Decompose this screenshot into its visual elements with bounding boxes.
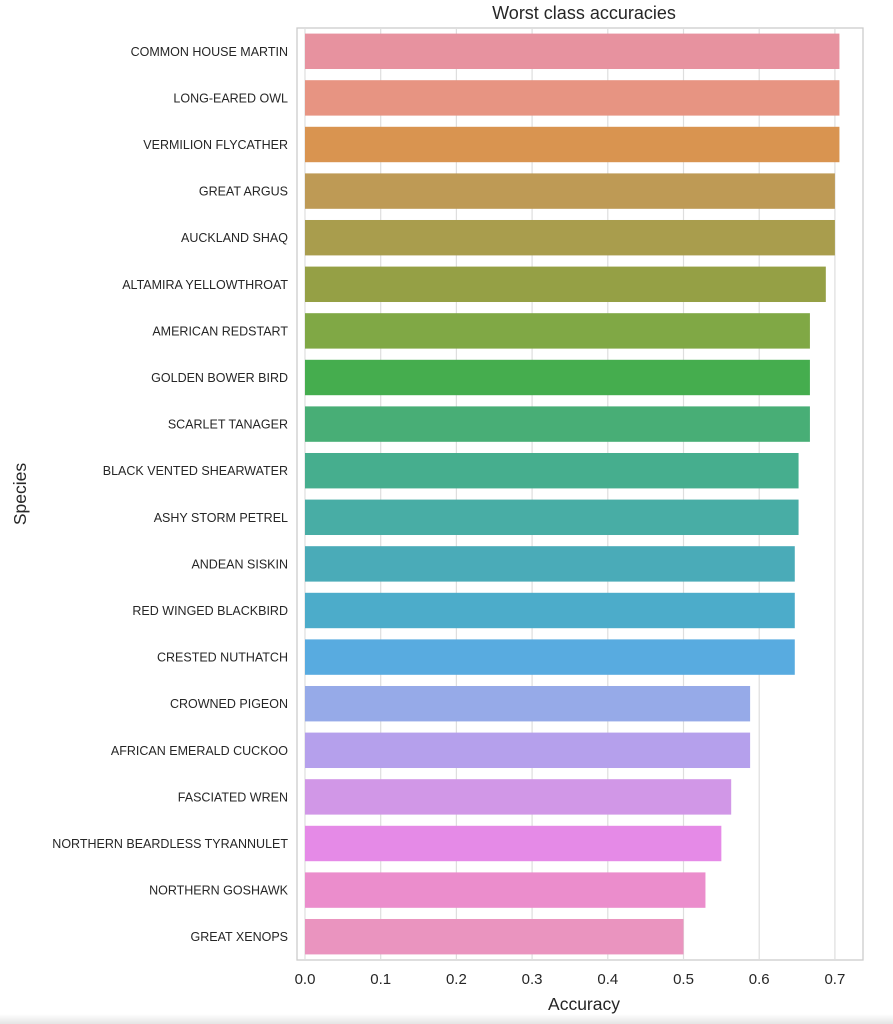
- category-label: COMMON HOUSE MARTIN: [131, 45, 288, 59]
- category-label: RED WINGED BLACKBIRD: [132, 604, 288, 618]
- category-label: BLACK VENTED SHEARWATER: [103, 464, 288, 478]
- bar: [305, 80, 840, 116]
- bar: [305, 872, 706, 908]
- x-tick-labels: 0.0 0.1 0.2 0.3 0.4 0.5 0.6 0.7: [295, 971, 846, 988]
- x-tick-label: 0.0: [295, 971, 316, 988]
- category-label: CRESTED NUTHATCH: [157, 651, 288, 665]
- x-tick-label: 0.4: [597, 971, 618, 988]
- bar: [305, 918, 684, 955]
- bar: [305, 359, 810, 396]
- bar: [305, 685, 751, 722]
- bar: [305, 592, 795, 629]
- bar: [305, 406, 810, 442]
- bar: [305, 546, 795, 582]
- category-label: AMERICAN REDSTART: [152, 324, 288, 338]
- bars: [305, 33, 840, 955]
- bar: [305, 499, 799, 536]
- bar: [305, 779, 732, 815]
- bar: [305, 219, 835, 256]
- category-label: GREAT ARGUS: [199, 185, 288, 199]
- category-label: LONG-EARED OWL: [173, 91, 288, 105]
- x-tick-label: 0.3: [522, 971, 543, 988]
- category-label: SCARLET TANAGER: [168, 418, 288, 432]
- chart-title: Worst class accuracies: [492, 3, 676, 23]
- category-label: AFRICAN EMERALD CUCKOO: [111, 744, 288, 758]
- category-label: FASCIATED WREN: [178, 790, 288, 804]
- category-label: VERMILION FLYCATHER: [143, 138, 288, 152]
- x-tick-label: 0.7: [824, 971, 845, 988]
- bar: [305, 452, 799, 489]
- category-label: ANDEAN SISKIN: [191, 557, 288, 571]
- x-tick-label: 0.5: [673, 971, 694, 988]
- x-tick-label: 0.2: [446, 971, 467, 988]
- category-labels: COMMON HOUSE MARTIN LONG-EARED OWL VERMILI…: [52, 45, 288, 944]
- category-label: NORTHERN GOSHAWK: [149, 884, 289, 898]
- category-label: CROWNED PIGEON: [170, 697, 288, 711]
- x-tick-label: 0.6: [749, 971, 770, 988]
- x-axis-title: Accuracy: [548, 994, 620, 1014]
- x-tick-label: 0.1: [370, 971, 391, 988]
- category-label: ASHY STORM PETREL: [154, 511, 288, 525]
- bar: [305, 266, 826, 303]
- bar: [305, 732, 751, 769]
- y-axis-title: Species: [10, 463, 30, 526]
- bar: [305, 33, 840, 70]
- category-label: GREAT XENOPS: [191, 930, 288, 944]
- bar: [305, 825, 722, 862]
- bar: [305, 313, 810, 349]
- bar: [305, 126, 840, 163]
- bar: [305, 173, 835, 209]
- category-label: NORTHERN BEARDLESS TYRANNULET: [52, 837, 288, 851]
- category-label: AUCKLAND SHAQ: [181, 231, 288, 245]
- window-bottom-edge: [0, 1014, 893, 1024]
- plot-area: [296, 27, 864, 961]
- category-label: ALTAMIRA YELLOWTHROAT: [122, 278, 288, 292]
- bar: [305, 639, 795, 675]
- category-label: GOLDEN BOWER BIRD: [151, 371, 288, 385]
